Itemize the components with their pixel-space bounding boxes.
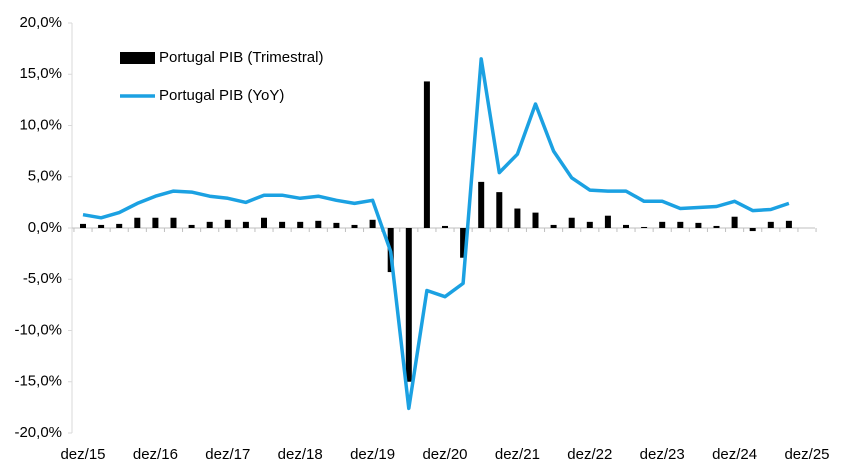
bar [695, 222, 702, 228]
x-tick-label: dez/21 [495, 446, 540, 463]
x-tick-label: dez/19 [350, 446, 395, 463]
bar [713, 225, 720, 228]
y-tick-label: 0,0% [28, 219, 62, 236]
bar [568, 217, 575, 228]
legend-label: Portugal PIB (Trimestral) [159, 49, 323, 66]
bar [80, 223, 86, 228]
bar [242, 221, 249, 228]
bar [532, 212, 539, 228]
legend-swatch [120, 52, 155, 64]
x-tick-label: dez/15 [60, 446, 105, 463]
line [82, 57, 790, 411]
bar [333, 222, 340, 228]
bar [134, 217, 141, 228]
x-tick-label: dez/22 [567, 446, 612, 463]
x-tick-label: dez/25 [784, 446, 829, 463]
bar [116, 223, 123, 228]
bar [550, 224, 557, 228]
bar [785, 220, 792, 228]
y-tick-label: -20,0% [14, 424, 62, 441]
y-tick-label: -10,0% [14, 321, 62, 338]
x-tick-label: dez/16 [133, 446, 178, 463]
legend-label: Portugal PIB (YoY) [159, 87, 284, 104]
bar [604, 215, 611, 228]
y-tick-label: 15,0% [19, 65, 62, 82]
bar [188, 224, 195, 228]
bar [261, 217, 267, 228]
x-tick-label: dez/23 [640, 446, 685, 463]
bar [514, 208, 521, 228]
bar [206, 221, 213, 228]
x-tick-label: dez/17 [205, 446, 250, 463]
bar [586, 221, 593, 228]
bar [496, 192, 503, 228]
y-tick-label: 20,0% [19, 14, 62, 31]
bar [369, 219, 376, 228]
bar [351, 224, 358, 228]
bar [641, 226, 648, 228]
bar [478, 181, 485, 228]
bar [170, 217, 177, 228]
bar [423, 81, 430, 228]
bar [297, 221, 304, 228]
x-tick-label: dez/24 [712, 446, 757, 463]
bar [405, 228, 412, 382]
bar [460, 228, 467, 258]
bar [442, 225, 448, 228]
y-tick-label: -15,0% [14, 373, 62, 390]
bar [224, 219, 231, 228]
bar [152, 217, 159, 228]
bar [315, 220, 322, 228]
bar [731, 216, 738, 228]
y-tick-label: -5,0% [23, 270, 62, 287]
bar [279, 221, 286, 228]
y-tick-label: 5,0% [28, 168, 62, 185]
y-tick-label: 10,0% [19, 116, 62, 133]
bar [749, 228, 756, 232]
bar [659, 221, 666, 228]
bar [767, 221, 774, 228]
bar [623, 224, 629, 228]
x-tick-label: dez/20 [422, 446, 467, 463]
x-tick-label: dez/18 [278, 446, 323, 463]
bar [677, 221, 684, 228]
bar [98, 224, 105, 228]
